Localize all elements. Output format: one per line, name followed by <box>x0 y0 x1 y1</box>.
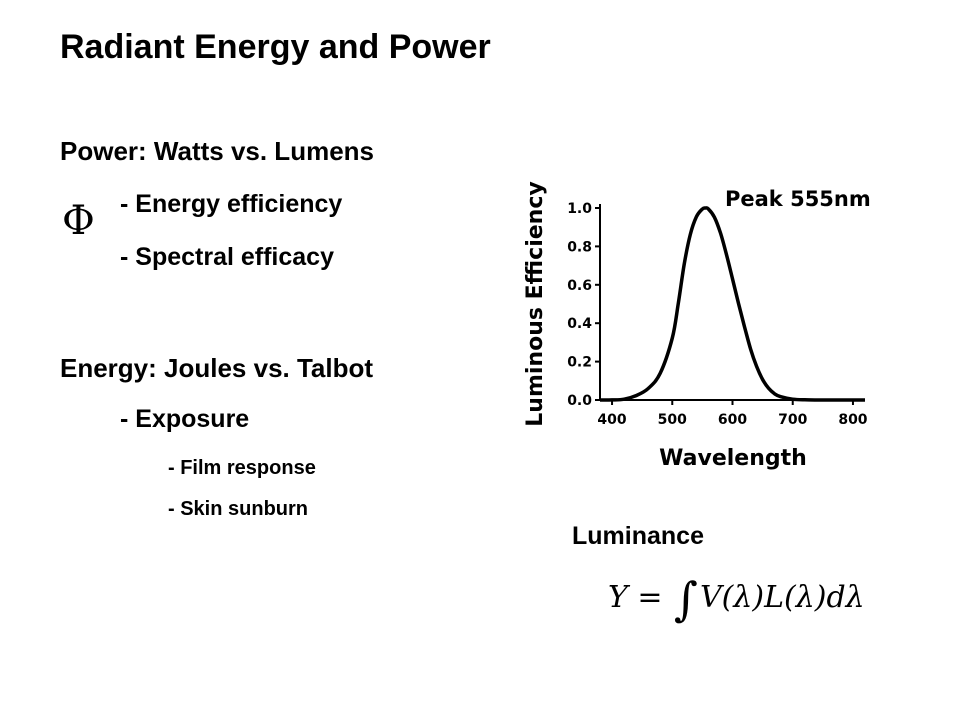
power-item-spectral-efficacy: - Spectral efficacy <box>120 243 334 271</box>
energy-subitem-film-response: - Film response <box>168 457 316 479</box>
formula-equals: = <box>637 580 663 615</box>
power-item-energy-efficiency: - Energy efficiency <box>120 190 343 218</box>
energy-subitem-skin-sunburn: - Skin sunburn <box>168 498 308 520</box>
x-axis-label: Wavelength <box>659 446 807 471</box>
power-heading: Power: Watts vs. Lumens <box>60 136 374 166</box>
y-tick-label: 0.4 <box>567 316 592 332</box>
formula-lhs: Y <box>608 580 628 615</box>
slide-title: Radiant Energy and Power <box>60 28 491 66</box>
y-tick-label: 1.0 <box>567 201 592 217</box>
y-axis-label: Luminous Efficiency <box>523 181 548 426</box>
energy-heading: Energy: Joules vs. Talbot <box>60 353 374 383</box>
luminance-formula: Y = ∫V(λ)L(λ)dλ <box>608 572 865 626</box>
formula-rhs: V(λ)L(λ)dλ <box>700 580 865 615</box>
peak-annotation: Peak 555nm <box>725 187 871 211</box>
phi-symbol: Φ <box>62 198 95 244</box>
luminous-efficiency-curve <box>599 206 865 402</box>
energy-item-exposure: - Exposure <box>120 405 250 433</box>
y-tick-label: 0.8 <box>567 239 592 255</box>
x-tick-label: 600 <box>718 412 747 428</box>
x-tick-label: 700 <box>778 412 807 428</box>
y-tick-label: 0.0 <box>567 393 592 409</box>
x-tick-label: 500 <box>658 412 687 428</box>
luminous-efficiency-chart: 0.0 0.2 0.4 0.6 0.8 1.0 400 500 600 700 800 Peak 55… <box>523 181 871 471</box>
x-tick-label: 800 <box>838 412 867 428</box>
luminance-label: Luminance <box>572 522 704 550</box>
integral-symbol: ∫ <box>674 572 699 626</box>
y-tick-label: 0.2 <box>567 355 592 371</box>
y-tick-label: 0.6 <box>567 278 592 294</box>
x-tick-label: 400 <box>597 412 626 428</box>
